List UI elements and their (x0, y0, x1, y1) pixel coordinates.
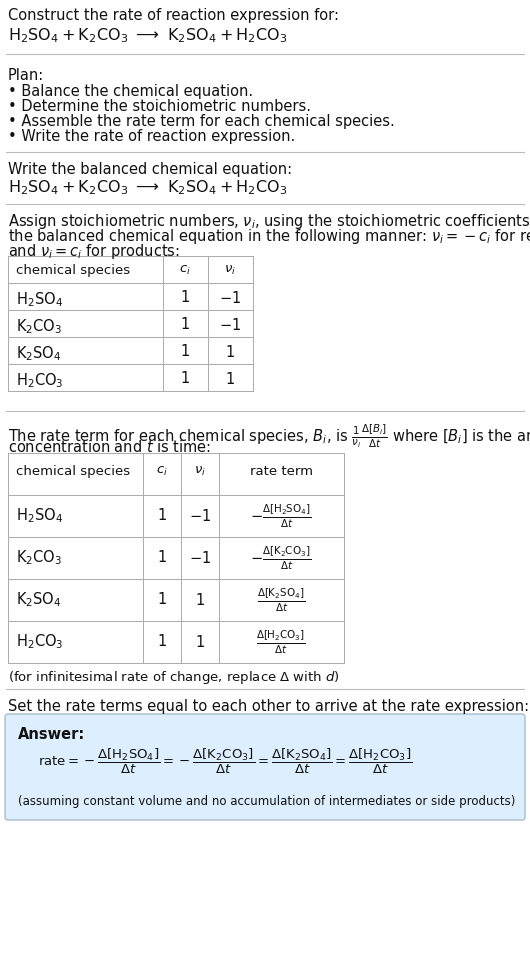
Text: $\mathrm{H_2SO_4} + \mathrm{K_2CO_3}\ \longrightarrow\ \mathrm{K_2SO_4} + \mathr: $\mathrm{H_2SO_4} + \mathrm{K_2CO_3}\ \l… (8, 26, 287, 45)
Text: 1: 1 (157, 509, 166, 523)
Text: (assuming constant volume and no accumulation of intermediates or side products): (assuming constant volume and no accumul… (18, 795, 515, 808)
Text: 1: 1 (157, 634, 166, 650)
Text: $1$: $1$ (225, 371, 235, 387)
Text: $\nu_i$: $\nu_i$ (194, 465, 206, 478)
Text: $c_i$: $c_i$ (179, 264, 191, 277)
Text: chemical species: chemical species (16, 465, 130, 478)
Text: Plan:: Plan: (8, 68, 44, 83)
Text: $\mathrm{K_2SO_4}$: $\mathrm{K_2SO_4}$ (16, 591, 61, 610)
Text: and $\nu_i = c_i$ for products:: and $\nu_i = c_i$ for products: (8, 242, 180, 261)
Text: The rate term for each chemical species, $B_i$, is $\frac{1}{\nu_i}\frac{\Delta[: The rate term for each chemical species,… (8, 423, 530, 451)
Text: • Balance the chemical equation.: • Balance the chemical equation. (8, 84, 253, 99)
Text: • Write the rate of reaction expression.: • Write the rate of reaction expression. (8, 129, 295, 144)
Text: $\mathrm{rate} = -\dfrac{\Delta[\mathrm{H_2SO_4}]}{\Delta t} = -\dfrac{\Delta[\m: $\mathrm{rate} = -\dfrac{\Delta[\mathrm{… (38, 747, 412, 776)
Text: $\mathrm{K_2CO_3}$: $\mathrm{K_2CO_3}$ (16, 549, 62, 567)
Text: $c_i$: $c_i$ (156, 465, 168, 478)
Text: $1$: $1$ (195, 634, 205, 650)
Text: $-1$: $-1$ (219, 290, 241, 306)
Text: 1: 1 (180, 344, 190, 359)
Text: $1$: $1$ (225, 344, 235, 360)
Text: Write the balanced chemical equation:: Write the balanced chemical equation: (8, 162, 292, 177)
Text: $-1$: $-1$ (219, 317, 241, 333)
Text: Assign stoichiometric numbers, $\nu_i$, using the stoichiometric coefficients, $: Assign stoichiometric numbers, $\nu_i$, … (8, 212, 530, 231)
Text: • Assemble the rate term for each chemical species.: • Assemble the rate term for each chemic… (8, 114, 395, 129)
Text: $\mathrm{K_2SO_4}$: $\mathrm{K_2SO_4}$ (16, 344, 61, 363)
Text: Construct the rate of reaction expression for:: Construct the rate of reaction expressio… (8, 8, 339, 23)
FancyBboxPatch shape (5, 714, 525, 820)
Text: $\mathrm{H_2SO_4}$: $\mathrm{H_2SO_4}$ (16, 290, 63, 309)
Text: $\mathrm{K_2CO_3}$: $\mathrm{K_2CO_3}$ (16, 317, 62, 336)
Text: 1: 1 (157, 593, 166, 608)
Text: $-\frac{\Delta[\mathrm{H_2SO_4}]}{\Delta t}$: $-\frac{\Delta[\mathrm{H_2SO_4}]}{\Delta… (250, 503, 312, 530)
Text: $\mathrm{H_2SO_4} + \mathrm{K_2CO_3}\ \longrightarrow\ \mathrm{K_2SO_4} + \mathr: $\mathrm{H_2SO_4} + \mathrm{K_2CO_3}\ \l… (8, 178, 287, 197)
Text: $-1$: $-1$ (189, 550, 211, 566)
Text: $\frac{\Delta[\mathrm{K_2SO_4}]}{\Delta t}$: $\frac{\Delta[\mathrm{K_2SO_4}]}{\Delta … (257, 586, 305, 613)
Text: $\mathrm{H_2CO_3}$: $\mathrm{H_2CO_3}$ (16, 633, 64, 652)
Text: $\nu_i$: $\nu_i$ (224, 264, 236, 277)
Text: • Determine the stoichiometric numbers.: • Determine the stoichiometric numbers. (8, 99, 311, 114)
Text: the balanced chemical equation in the following manner: $\nu_i = -c_i$ for react: the balanced chemical equation in the fo… (8, 227, 530, 246)
Text: $-\frac{\Delta[\mathrm{K_2CO_3}]}{\Delta t}$: $-\frac{\Delta[\mathrm{K_2CO_3}]}{\Delta… (251, 544, 312, 571)
Text: concentration and $t$ is time:: concentration and $t$ is time: (8, 439, 211, 455)
Text: $\mathrm{H_2CO_3}$: $\mathrm{H_2CO_3}$ (16, 371, 64, 390)
Text: (for infinitesimal rate of change, replace Δ with $d$): (for infinitesimal rate of change, repla… (8, 669, 340, 686)
Text: $\frac{\Delta[\mathrm{H_2CO_3}]}{\Delta t}$: $\frac{\Delta[\mathrm{H_2CO_3}]}{\Delta … (256, 628, 306, 656)
Text: $1$: $1$ (195, 592, 205, 608)
Text: 1: 1 (180, 371, 190, 386)
Text: 1: 1 (180, 317, 190, 332)
Text: $\mathrm{H_2SO_4}$: $\mathrm{H_2SO_4}$ (16, 507, 63, 525)
Text: 1: 1 (157, 551, 166, 565)
Text: chemical species: chemical species (16, 264, 130, 277)
Text: Answer:: Answer: (18, 727, 85, 742)
Text: rate term: rate term (250, 465, 313, 478)
Text: Set the rate terms equal to each other to arrive at the rate expression:: Set the rate terms equal to each other t… (8, 699, 529, 714)
Text: $-1$: $-1$ (189, 508, 211, 524)
Text: 1: 1 (180, 290, 190, 305)
